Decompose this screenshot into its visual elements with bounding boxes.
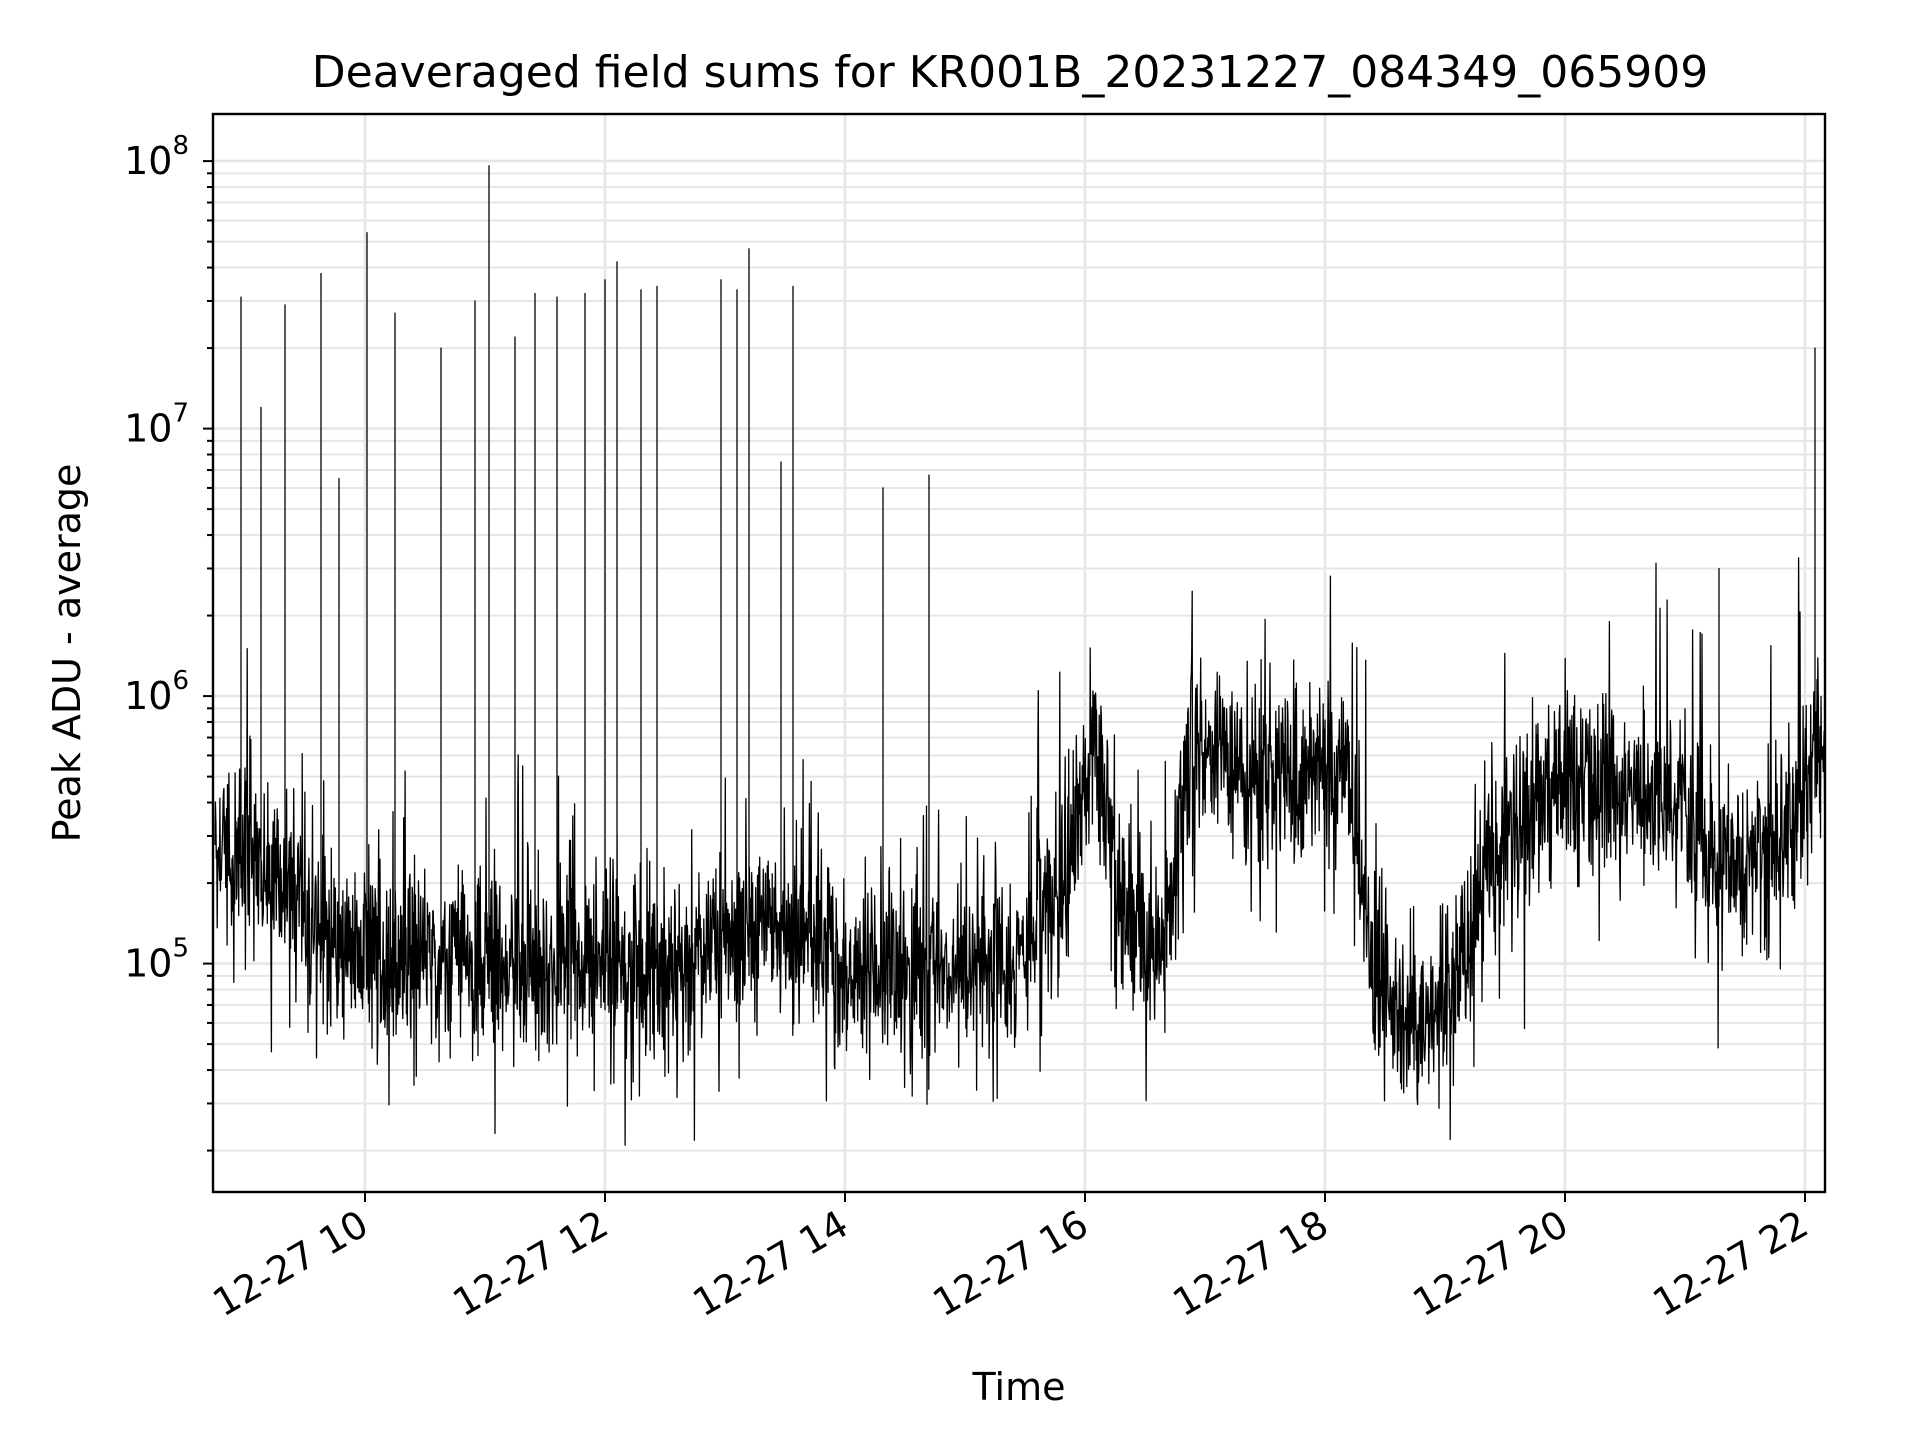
y-tick-label-base: 10 xyxy=(124,674,172,718)
plot-frame xyxy=(211,112,1827,1194)
y-tick-label-exponent: 7 xyxy=(172,399,189,429)
y-tick-label-exponent: 8 xyxy=(172,131,189,161)
series-line xyxy=(214,165,1826,1146)
y-tick-label: 108 xyxy=(124,131,189,183)
data-series xyxy=(214,165,1826,1146)
y-tick-label-base: 10 xyxy=(124,407,172,451)
y-tick-label: 106 xyxy=(124,666,189,718)
y-tick-label-exponent: 5 xyxy=(172,934,189,964)
x-axis-label: Time xyxy=(972,1365,1066,1409)
chart-title: Deaveraged field sums for KR001B_2023122… xyxy=(312,47,1708,98)
y-tick-label-base: 10 xyxy=(124,942,172,986)
y-tick-label: 105 xyxy=(124,934,189,986)
y-axis-label: Peak ADU - average xyxy=(45,464,89,843)
y-tick-label-exponent: 6 xyxy=(172,666,189,696)
y-tick-label-base: 10 xyxy=(124,139,172,183)
y-tick-label: 107 xyxy=(124,399,189,451)
